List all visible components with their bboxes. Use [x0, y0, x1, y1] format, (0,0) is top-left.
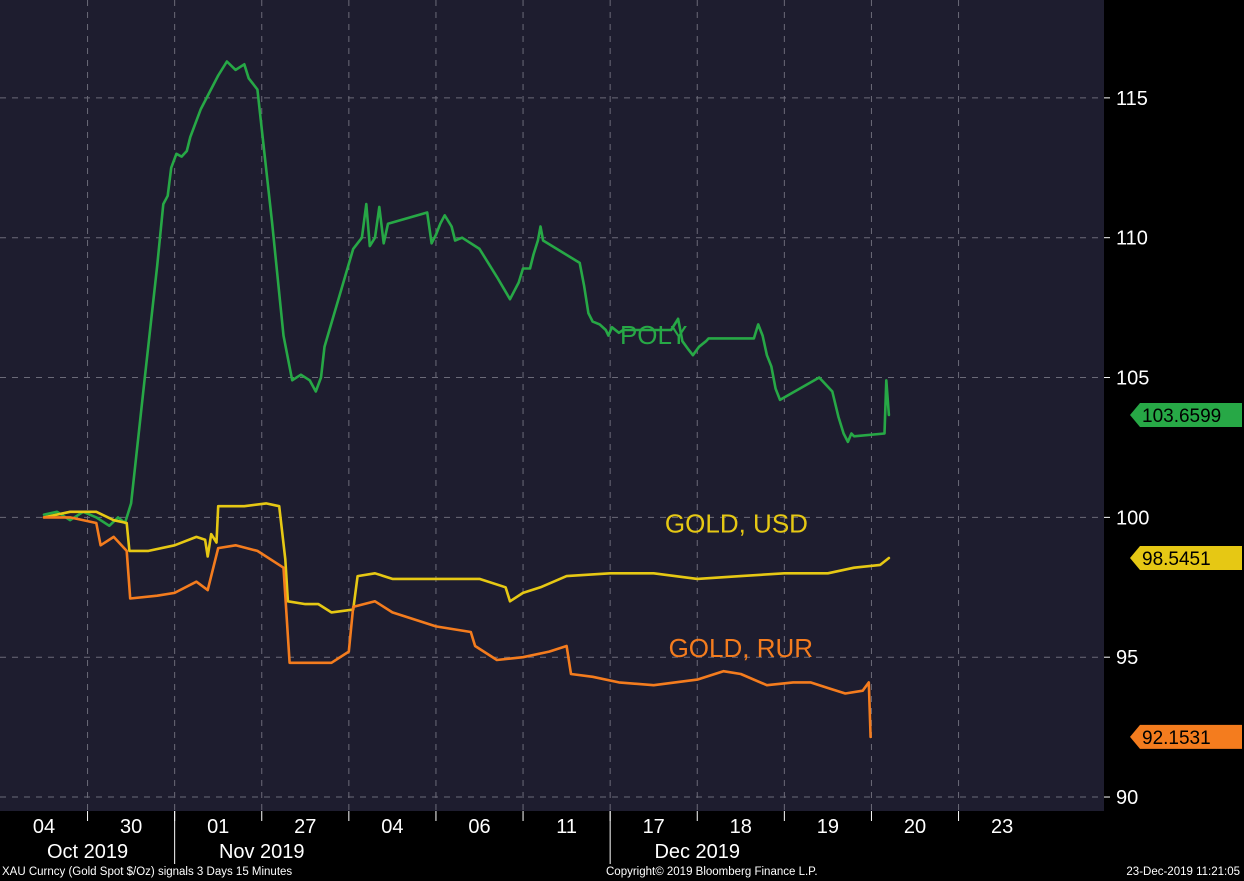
last-value-tag [1130, 403, 1242, 428]
x-group-label: Nov 2019 [219, 841, 305, 863]
x-tick-label: 06 [468, 816, 490, 838]
x-tick-label: 27 [294, 816, 316, 838]
x-tick-label: 17 [643, 816, 665, 838]
series-line-poly [42, 60, 891, 528]
footer-security-description: XAU Curncy (Gold Spot $/Oz) signals 3 Da… [2, 866, 293, 878]
x-axis-panel [0, 811, 1104, 864]
y-tick-label: 115 [1116, 88, 1148, 110]
last-value-text: 103.6599 [1142, 406, 1221, 427]
footer-bar: XAU Curncy (Gold Spot $/Oz) signals 3 Da… [0, 864, 1244, 881]
x-axis: 04 30 01 27 04 06 11 17 18 19 20 23 Oct 2019 Nov 2019… [0, 811, 1104, 864]
footer-timestamp: 23-Dec-2019 11:21:05 [1126, 866, 1240, 878]
series-label: GOLD, USD [665, 509, 808, 539]
footer-copyright: Copyright© 2019 Bloomberg Finance L.P. [606, 866, 818, 878]
x-tick-label: 04 [381, 816, 403, 838]
x-group-label: Dec 2019 [654, 841, 740, 863]
x-tick-label: 18 [730, 816, 752, 838]
last-value-tag [1130, 546, 1242, 571]
series-label: POLY [620, 320, 687, 350]
x-tick-label: 01 [207, 816, 229, 838]
y-tick-label: 95 [1116, 647, 1138, 669]
y-tick-label: 105 [1116, 368, 1149, 390]
x-tick-label: 23 [991, 816, 1013, 838]
series-lines [42, 60, 891, 739]
x-tick-label: 20 [904, 816, 926, 838]
series-labels: POLY GOLD, USD GOLD, RUR [620, 320, 813, 663]
last-value-text: 92.1531 [1142, 728, 1211, 749]
y-axis-panel [1104, 0, 1244, 864]
last-value-text: 98.5451 [1142, 549, 1211, 570]
y-tick-label: 90 [1116, 787, 1138, 809]
x-tick-label: 30 [120, 816, 142, 838]
series-label: GOLD, RUR [669, 633, 813, 663]
x-tick-label: 11 [556, 816, 577, 838]
plot-area [0, 0, 1104, 811]
y-tick-label: 110 [1116, 228, 1148, 250]
y-tick-label: 100 [1116, 507, 1149, 529]
x-group-label: Oct 2019 [47, 841, 128, 863]
series-line-gold-rur [42, 516, 872, 739]
x-tick-label: 04 [33, 816, 55, 838]
y-axis: 115 110 105 100 95 90 [1104, 0, 1244, 864]
last-value-tag [1130, 724, 1242, 749]
x-tick-label: 19 [817, 816, 839, 838]
last-value-tags: 103.6599 98.5451 92.1531 [1130, 403, 1242, 749]
series-line-gold-usd [42, 502, 891, 614]
